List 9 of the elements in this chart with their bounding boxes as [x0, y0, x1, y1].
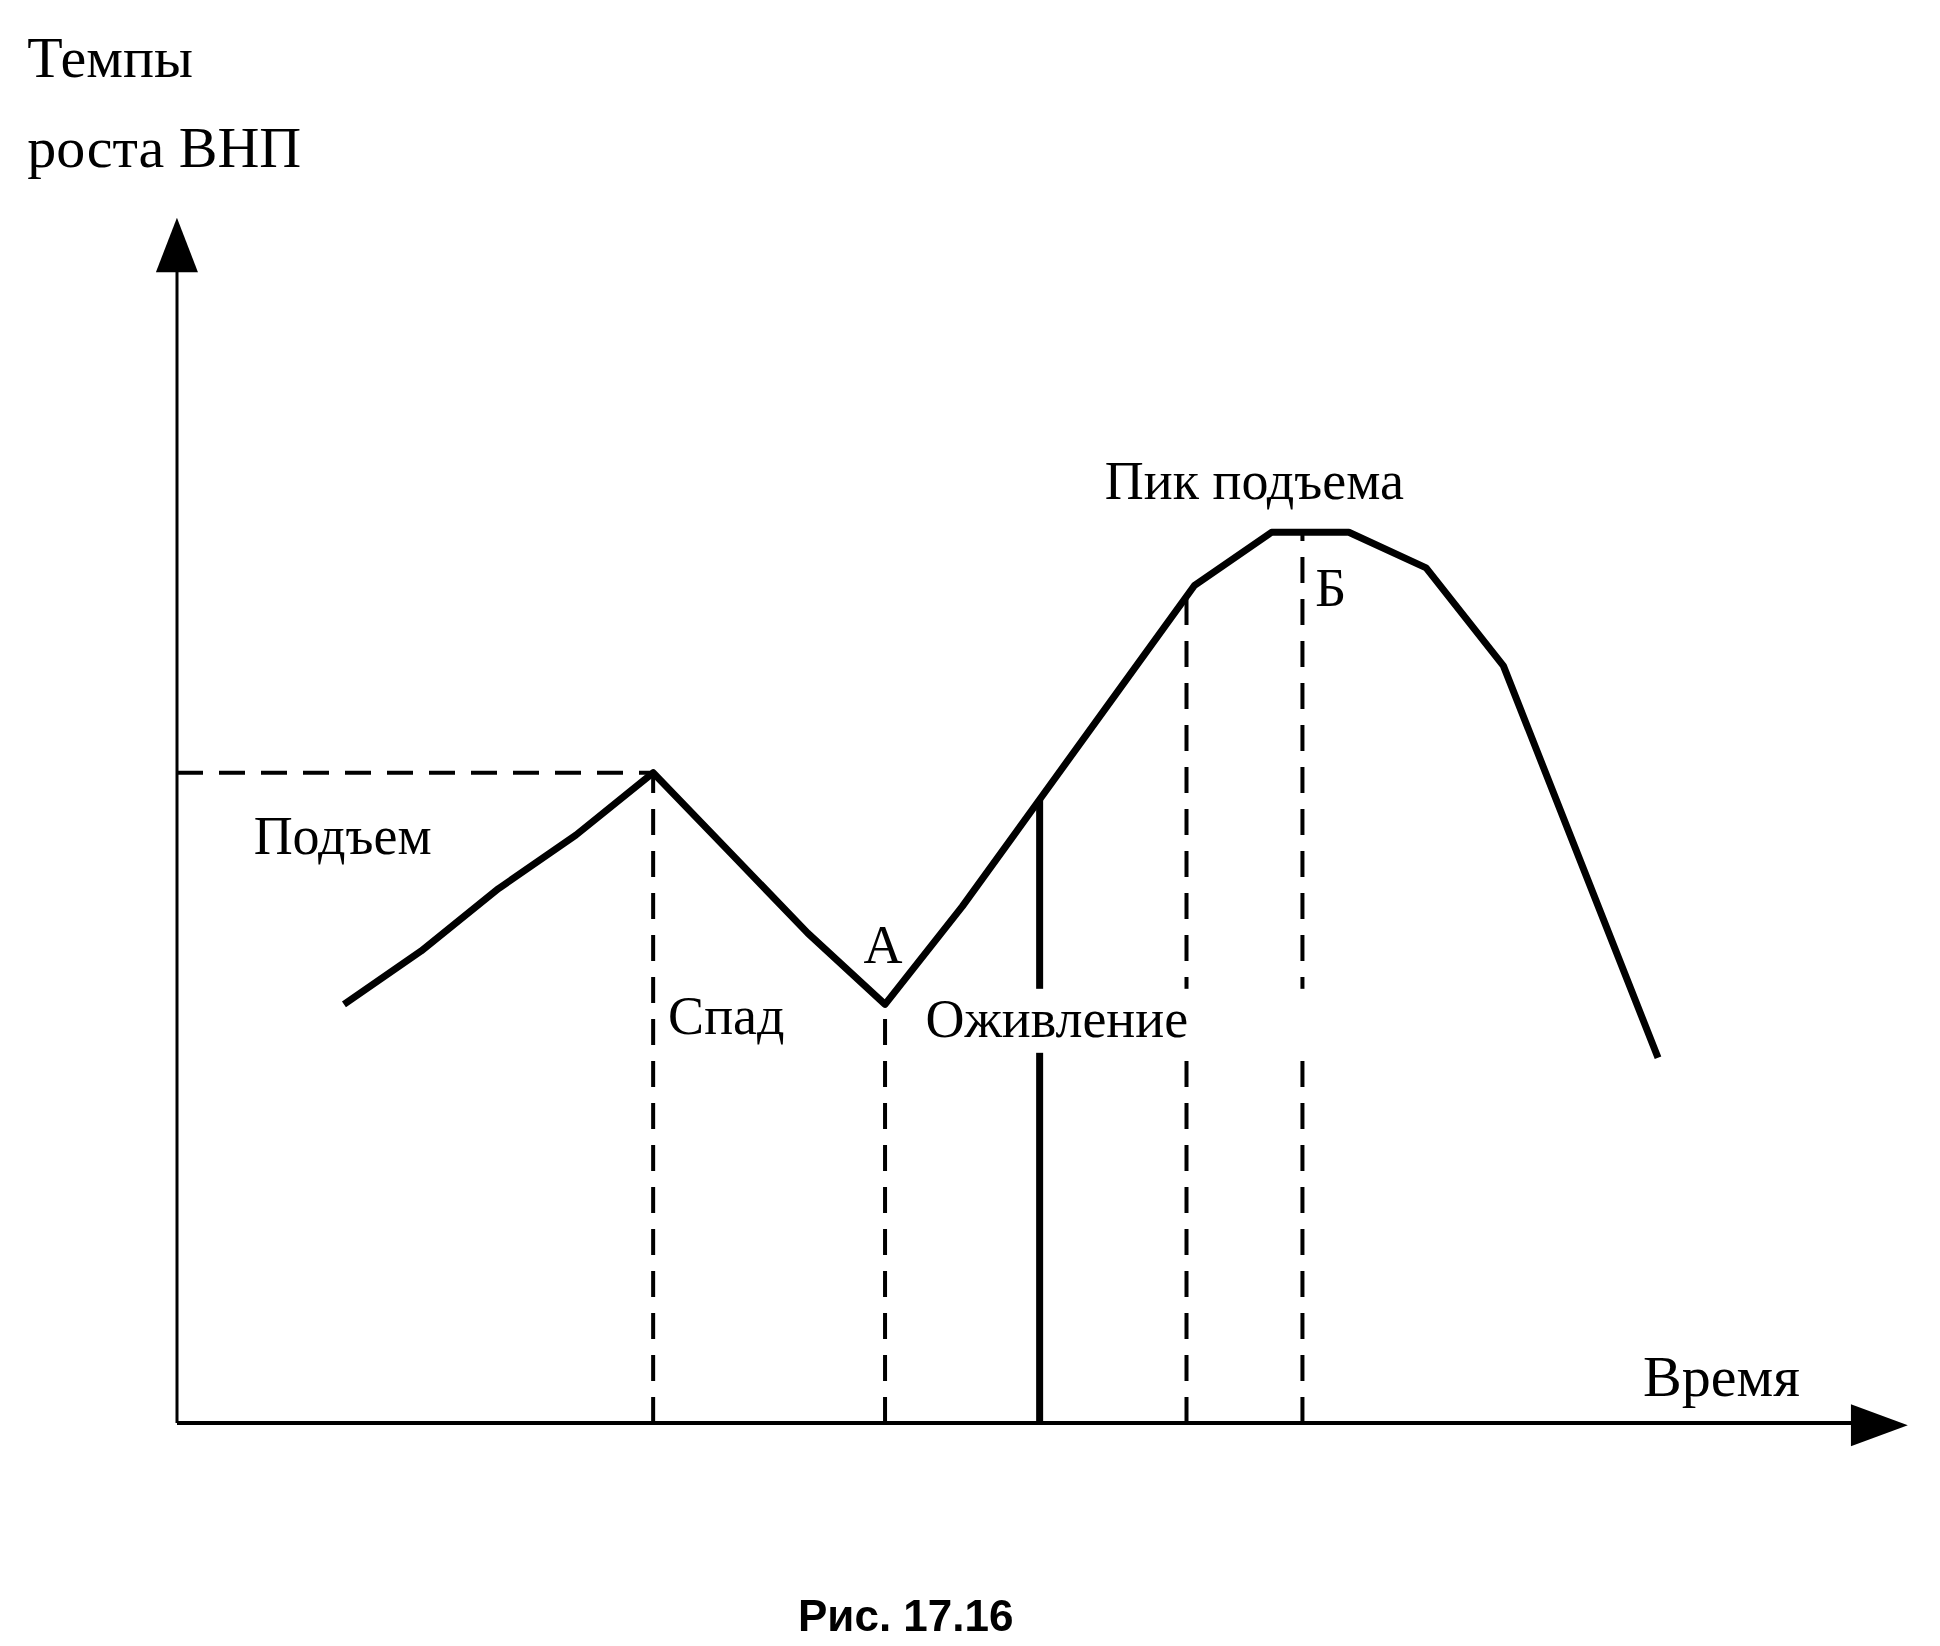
annotation: Спад — [668, 986, 785, 1047]
annotation: Подъем — [253, 805, 432, 866]
text: Темпы роста ВНП — [27, 24, 302, 181]
text: Пик подъема — [1104, 450, 1404, 511]
text: Рис. 17.16 — [798, 1590, 1014, 1640]
annotation: Оживление — [925, 988, 1189, 1049]
annotation: Б — [1315, 558, 1347, 619]
annotation: А — [863, 914, 903, 975]
x-axis-title: Время — [1643, 1343, 1800, 1409]
